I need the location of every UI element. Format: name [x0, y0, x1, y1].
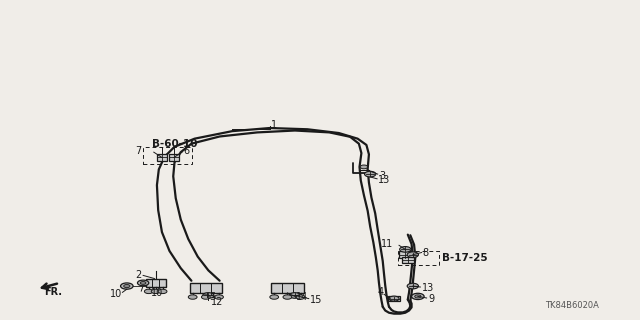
Text: 14: 14: [296, 292, 308, 302]
Bar: [388, 296, 399, 301]
Text: B-60-10: B-60-10: [152, 139, 197, 149]
Text: 3: 3: [379, 171, 385, 181]
Circle shape: [399, 246, 411, 252]
Circle shape: [412, 293, 424, 300]
Circle shape: [214, 295, 223, 299]
Bar: [398, 251, 439, 265]
Text: 5: 5: [210, 292, 216, 302]
Circle shape: [188, 295, 197, 299]
Text: 10: 10: [110, 289, 122, 299]
Text: FR.: FR.: [44, 287, 63, 297]
Circle shape: [120, 283, 133, 289]
Bar: [189, 283, 222, 293]
Circle shape: [365, 171, 376, 177]
Circle shape: [151, 289, 160, 293]
Text: 6: 6: [183, 146, 189, 156]
Bar: [146, 278, 166, 287]
Text: 1: 1: [271, 120, 277, 130]
Circle shape: [203, 293, 214, 298]
Text: 7: 7: [135, 146, 141, 156]
Bar: [401, 257, 414, 262]
Bar: [169, 154, 179, 161]
Bar: [399, 251, 410, 258]
Circle shape: [202, 295, 210, 299]
Circle shape: [407, 283, 419, 289]
Circle shape: [124, 284, 130, 288]
Circle shape: [415, 295, 421, 298]
Text: B-17-25: B-17-25: [442, 253, 488, 263]
Text: 8: 8: [423, 248, 429, 258]
Bar: [143, 147, 192, 164]
Text: TK84B6020A: TK84B6020A: [545, 301, 599, 310]
Text: 15: 15: [310, 294, 323, 305]
Circle shape: [360, 165, 367, 169]
Text: 11: 11: [381, 239, 393, 249]
Circle shape: [270, 295, 278, 299]
Text: 12: 12: [211, 297, 223, 307]
Text: 9: 9: [428, 294, 434, 304]
Text: 13: 13: [422, 283, 434, 292]
Circle shape: [407, 252, 419, 258]
Bar: [157, 154, 167, 161]
Circle shape: [389, 296, 399, 301]
Text: 13: 13: [378, 175, 390, 185]
Text: 10: 10: [150, 288, 163, 298]
Bar: [271, 283, 304, 293]
Text: 4: 4: [377, 287, 383, 297]
Circle shape: [289, 293, 301, 298]
Circle shape: [138, 280, 148, 286]
Circle shape: [145, 289, 153, 293]
Circle shape: [283, 295, 292, 299]
Text: 2: 2: [135, 270, 141, 280]
Circle shape: [140, 282, 146, 284]
Circle shape: [158, 289, 167, 293]
Circle shape: [296, 295, 305, 299]
